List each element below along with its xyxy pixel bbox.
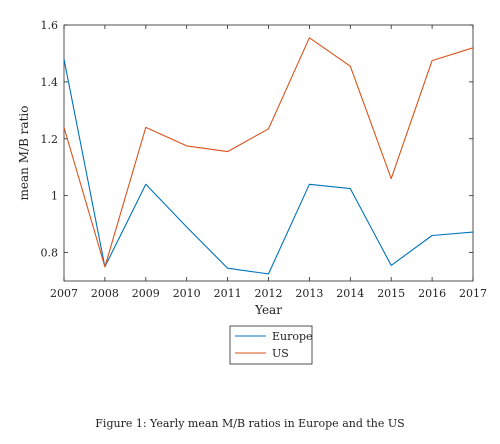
series-line-europe <box>63 58 474 275</box>
axes: 2007 2008 2009 2010 2011 2012 2013 2014 2015 2016… <box>17 19 487 317</box>
figure-caption: Figure 1: Yearly mean M/B ratios in Euro… <box>95 417 405 430</box>
y-tick-label: 1 <box>51 190 58 203</box>
x-tick-label: 2017 <box>459 287 487 300</box>
x-tick-label: 2010 <box>173 287 201 300</box>
y-tick-label: 1.6 <box>41 19 59 32</box>
legend-label-us: US <box>272 347 289 360</box>
x-tick-label: 2007 <box>50 287 78 300</box>
x-tick-label: 2009 <box>132 287 160 300</box>
legend: Europe US <box>229 325 313 365</box>
x-axis-label: Year <box>254 303 282 317</box>
x-tick-label: 2016 <box>418 287 446 300</box>
y-tick-label: 0.8 <box>41 247 59 260</box>
x-tick-label: 2013 <box>295 287 323 300</box>
x-tick-label: 2008 <box>91 287 119 300</box>
y-tick-label: 1.4 <box>41 76 59 89</box>
x-tick-label: 2014 <box>336 287 364 300</box>
series-lines <box>63 37 474 275</box>
x-tick-label: 2011 <box>214 287 242 300</box>
x-tick-label: 2015 <box>377 287 405 300</box>
legend-box <box>229 325 313 365</box>
x-tick-label: 2012 <box>255 287 283 300</box>
plot-frame <box>63 24 474 282</box>
legend-label-europe: Europe <box>272 330 313 343</box>
line-chart: 2007 2008 2009 2010 2011 2012 2013 2014 2015 2016… <box>17 19 487 365</box>
y-axis-label: mean M/B ratio <box>17 106 31 201</box>
y-tick-label: 1.2 <box>41 133 59 146</box>
series-line-us <box>63 37 474 268</box>
